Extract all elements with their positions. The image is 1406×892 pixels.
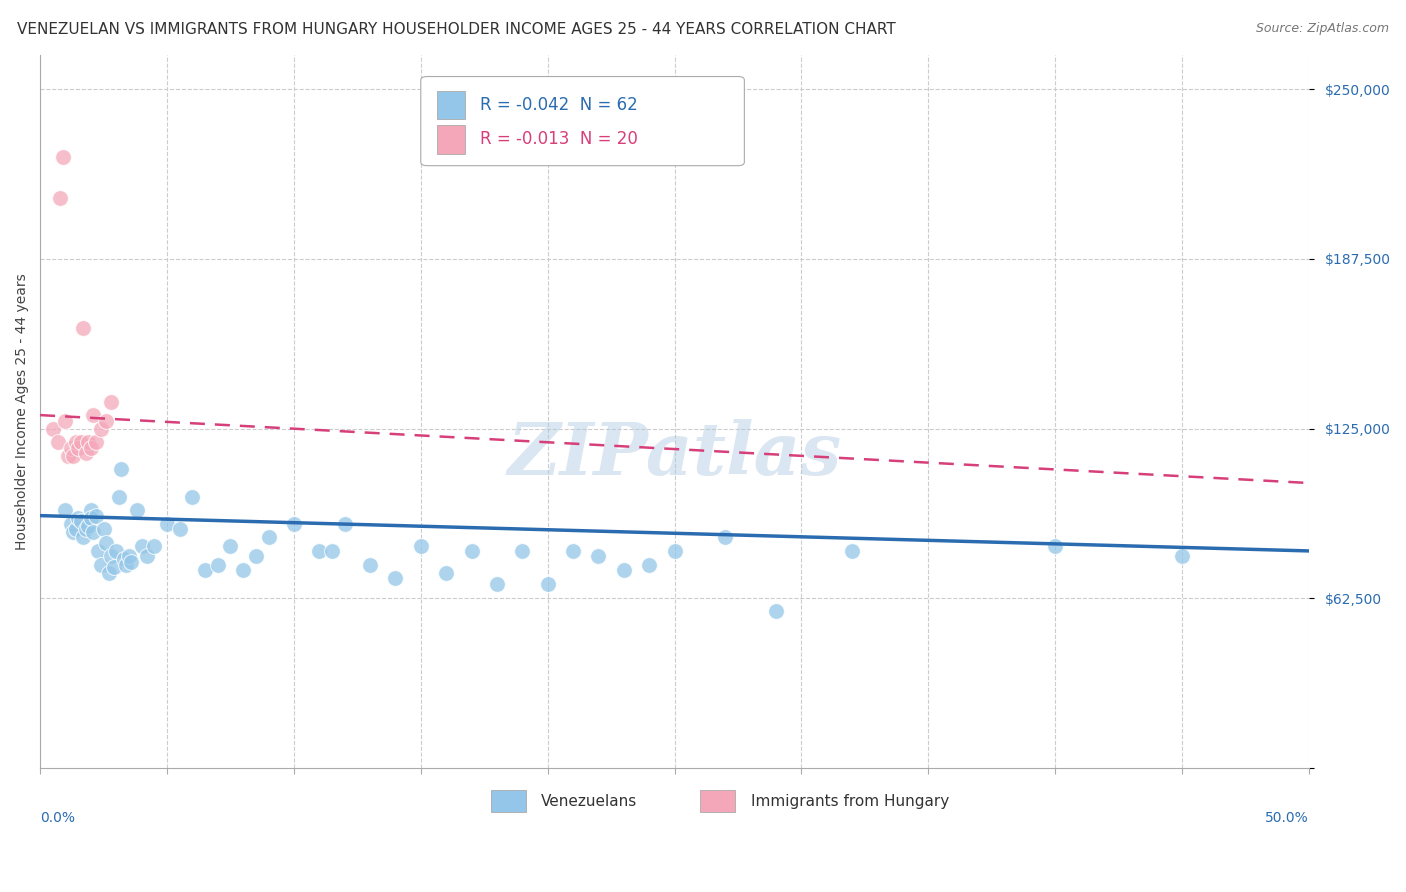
Point bbox=[384, 571, 406, 585]
Point bbox=[42, 422, 65, 436]
Point bbox=[55, 413, 77, 427]
Text: 50.0%: 50.0% bbox=[1265, 811, 1309, 825]
FancyBboxPatch shape bbox=[491, 789, 526, 813]
Point bbox=[90, 422, 112, 436]
Text: R = -0.013  N = 20: R = -0.013 N = 20 bbox=[481, 130, 638, 148]
Point bbox=[94, 413, 117, 427]
Point bbox=[103, 560, 125, 574]
Point bbox=[460, 544, 482, 558]
Point bbox=[49, 191, 72, 205]
FancyBboxPatch shape bbox=[437, 91, 465, 120]
Point bbox=[115, 558, 138, 572]
Point bbox=[112, 552, 135, 566]
Point bbox=[107, 490, 129, 504]
Point bbox=[121, 555, 143, 569]
Point bbox=[664, 544, 686, 558]
Point bbox=[537, 576, 560, 591]
FancyBboxPatch shape bbox=[437, 125, 465, 153]
Text: R = -0.042  N = 62: R = -0.042 N = 62 bbox=[481, 96, 638, 114]
Point bbox=[69, 514, 91, 528]
Point bbox=[765, 604, 787, 618]
Point bbox=[485, 576, 508, 591]
Point bbox=[65, 435, 87, 450]
Point bbox=[105, 544, 128, 558]
Point bbox=[46, 435, 69, 450]
Point bbox=[77, 519, 100, 533]
Point bbox=[67, 441, 90, 455]
Text: ZIPatlas: ZIPatlas bbox=[508, 419, 842, 490]
Point bbox=[156, 516, 179, 531]
Y-axis label: Householder Income Ages 25 - 44 years: Householder Income Ages 25 - 44 years bbox=[15, 273, 30, 550]
Point bbox=[245, 549, 267, 564]
Point bbox=[143, 539, 166, 553]
Text: Immigrants from Hungary: Immigrants from Hungary bbox=[751, 794, 949, 808]
Point bbox=[510, 544, 533, 558]
Point bbox=[72, 321, 94, 335]
Point bbox=[1171, 549, 1194, 564]
Point bbox=[67, 511, 90, 525]
Point bbox=[118, 549, 141, 564]
Point bbox=[100, 394, 122, 409]
Point bbox=[59, 441, 82, 455]
Point bbox=[207, 558, 229, 572]
Point bbox=[359, 558, 381, 572]
Point bbox=[52, 150, 75, 164]
Point bbox=[90, 558, 112, 572]
Point bbox=[84, 508, 107, 523]
Point bbox=[75, 522, 97, 536]
Point bbox=[321, 544, 343, 558]
Point bbox=[125, 503, 148, 517]
Point bbox=[194, 563, 217, 577]
Point bbox=[80, 511, 103, 525]
Text: 0.0%: 0.0% bbox=[41, 811, 75, 825]
Text: Source: ZipAtlas.com: Source: ZipAtlas.com bbox=[1256, 22, 1389, 36]
Point bbox=[77, 435, 100, 450]
Point bbox=[82, 524, 104, 539]
Point bbox=[94, 536, 117, 550]
Point bbox=[97, 566, 120, 580]
Point bbox=[72, 530, 94, 544]
Point bbox=[135, 549, 157, 564]
Point bbox=[562, 544, 585, 558]
Point bbox=[169, 522, 191, 536]
Point bbox=[87, 544, 110, 558]
Point bbox=[714, 530, 737, 544]
Point bbox=[181, 490, 204, 504]
Point bbox=[232, 563, 254, 577]
Point bbox=[93, 522, 115, 536]
Point bbox=[80, 503, 103, 517]
Point bbox=[613, 563, 636, 577]
Text: VENEZUELAN VS IMMIGRANTS FROM HUNGARY HOUSEHOLDER INCOME AGES 25 - 44 YEARS CORR: VENEZUELAN VS IMMIGRANTS FROM HUNGARY HO… bbox=[17, 22, 896, 37]
Point bbox=[80, 441, 103, 455]
Point bbox=[131, 539, 153, 553]
Text: Venezuelans: Venezuelans bbox=[541, 794, 637, 808]
Point bbox=[841, 544, 863, 558]
Point bbox=[62, 524, 84, 539]
Point bbox=[333, 516, 356, 531]
Point bbox=[59, 516, 82, 531]
Point bbox=[638, 558, 661, 572]
Point bbox=[75, 446, 97, 460]
FancyBboxPatch shape bbox=[420, 77, 744, 166]
Point bbox=[219, 539, 242, 553]
Point bbox=[409, 539, 432, 553]
FancyBboxPatch shape bbox=[700, 789, 735, 813]
Point bbox=[65, 522, 87, 536]
Point bbox=[69, 435, 91, 450]
Point bbox=[100, 549, 122, 564]
Point bbox=[434, 566, 457, 580]
Point bbox=[56, 449, 79, 463]
Point bbox=[308, 544, 330, 558]
Point bbox=[257, 530, 280, 544]
Point bbox=[588, 549, 610, 564]
Point bbox=[110, 462, 132, 476]
Point bbox=[82, 408, 104, 422]
Point bbox=[55, 503, 77, 517]
Point bbox=[62, 449, 84, 463]
Point bbox=[283, 516, 305, 531]
Point bbox=[84, 435, 107, 450]
Point bbox=[1045, 539, 1067, 553]
